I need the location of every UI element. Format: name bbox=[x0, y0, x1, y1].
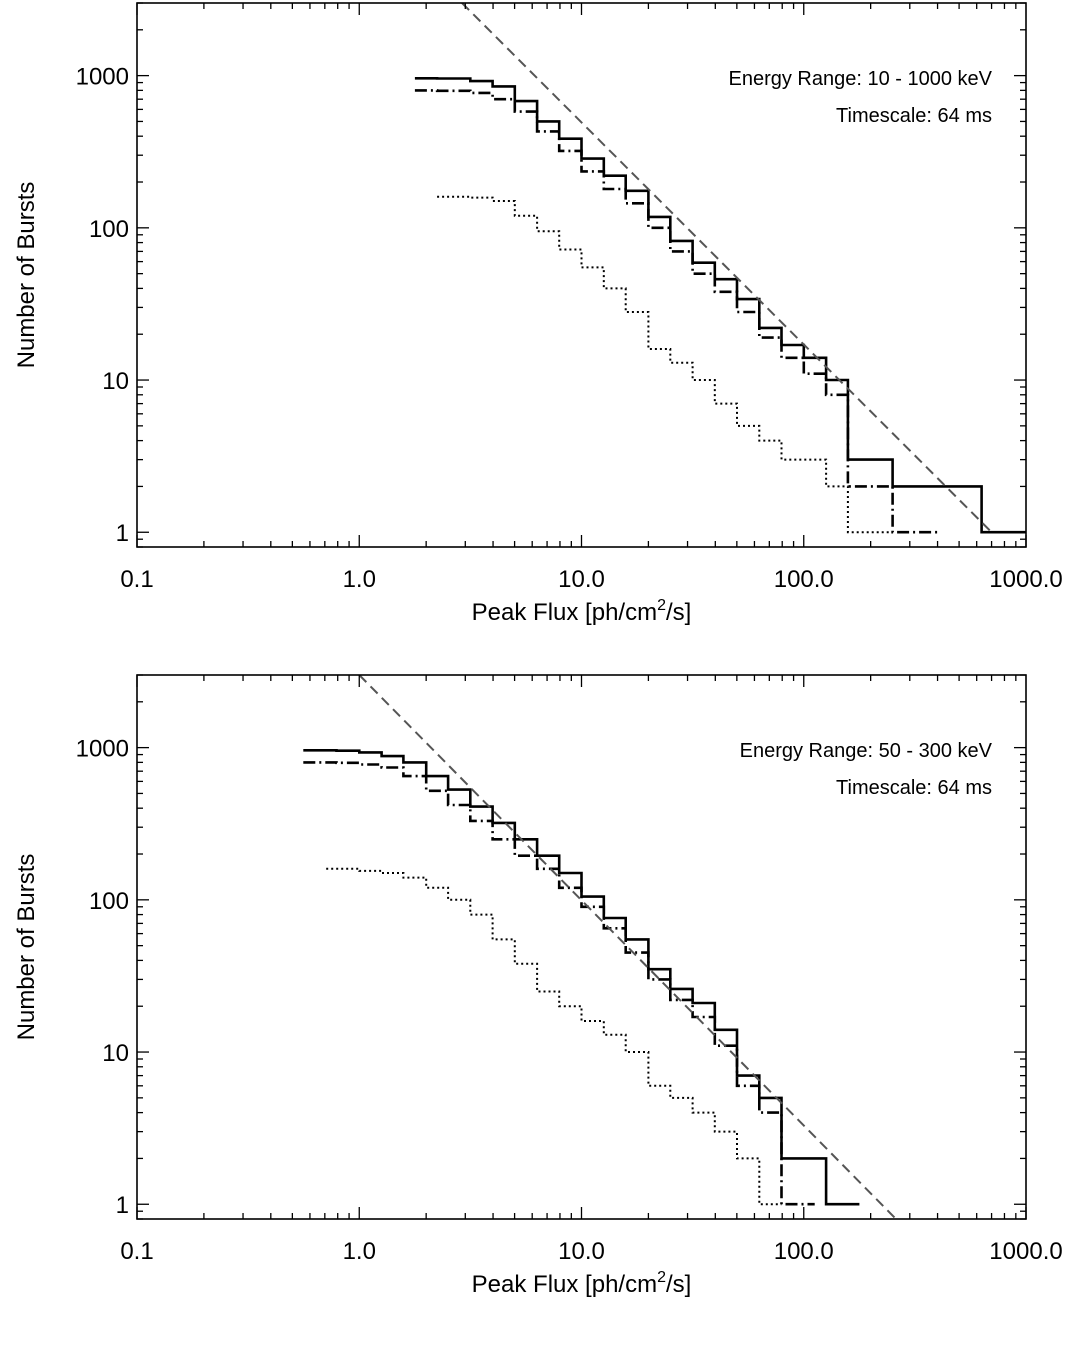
x-tick-label: 10.0 bbox=[558, 1238, 605, 1265]
x-tick-label: 0.1 bbox=[120, 1238, 153, 1265]
x-tick-label: 10.0 bbox=[558, 566, 605, 593]
x-tick-label: 0.1 bbox=[120, 566, 153, 593]
series-dotted-line bbox=[326, 867, 782, 1206]
y-tick-label: 1000 bbox=[76, 64, 129, 91]
x-tick-label: 100.0 bbox=[774, 1238, 834, 1265]
x-tick-label: 1.0 bbox=[343, 566, 376, 593]
y-tick-label: 1000 bbox=[76, 736, 129, 763]
chart-panel-top: 0.1 1.0 10.0 100.0 1000.0 1 10 100 1000 Peak Flux… bbox=[0, 0, 1084, 665]
y-axis-label: Number of Bursts bbox=[13, 182, 40, 369]
series-solid-line bbox=[414, 77, 1026, 534]
series-solid-line bbox=[303, 749, 860, 1206]
x-tick-label: 1.0 bbox=[343, 1238, 376, 1265]
y-tick-label: 100 bbox=[89, 888, 129, 915]
y-axis-label: Number of Bursts bbox=[13, 854, 40, 1041]
x-tick-label: 100.0 bbox=[774, 566, 834, 593]
annotation-text: Energy Range: 50 - 300 keV bbox=[740, 740, 993, 762]
series-dashed-line bbox=[461, 3, 993, 533]
chart-svg-top: 0.1 1.0 10.0 100.0 1000.0 1 10 100 1000 Peak Flux… bbox=[13, 2, 1063, 626]
x-tick-label: 1000.0 bbox=[989, 566, 1062, 593]
annotation-text: Timescale: 64 ms bbox=[836, 105, 992, 127]
series-dashdot-line bbox=[414, 89, 938, 534]
x-axis-label: Peak Flux [ph/cm2/s] bbox=[472, 1269, 692, 1298]
y-tick-label: 1 bbox=[116, 1192, 129, 1219]
x-axis-label: Peak Flux [ph/cm2/s] bbox=[472, 597, 692, 626]
x-tick-label: 1000.0 bbox=[989, 1238, 1062, 1265]
y-tick-label: 1 bbox=[116, 520, 129, 547]
series-dashdot-line bbox=[303, 761, 815, 1206]
y-tick-label: 10 bbox=[102, 368, 129, 395]
chart-panel-bottom: 0.1 1.0 10.0 100.0 1000.0 1 10 100 1000 Peak Flux… bbox=[0, 672, 1084, 1345]
y-tick-label: 100 bbox=[89, 216, 129, 243]
series-dotted-line bbox=[437, 195, 893, 534]
annotation-text: Timescale: 64 ms bbox=[836, 777, 992, 799]
annotation-text: Energy Range: 10 - 1000 keV bbox=[728, 68, 992, 90]
y-tick-label: 10 bbox=[102, 1040, 129, 1067]
chart-svg-bottom: 0.1 1.0 10.0 100.0 1000.0 1 10 100 1000 Peak Flux… bbox=[13, 674, 1063, 1298]
